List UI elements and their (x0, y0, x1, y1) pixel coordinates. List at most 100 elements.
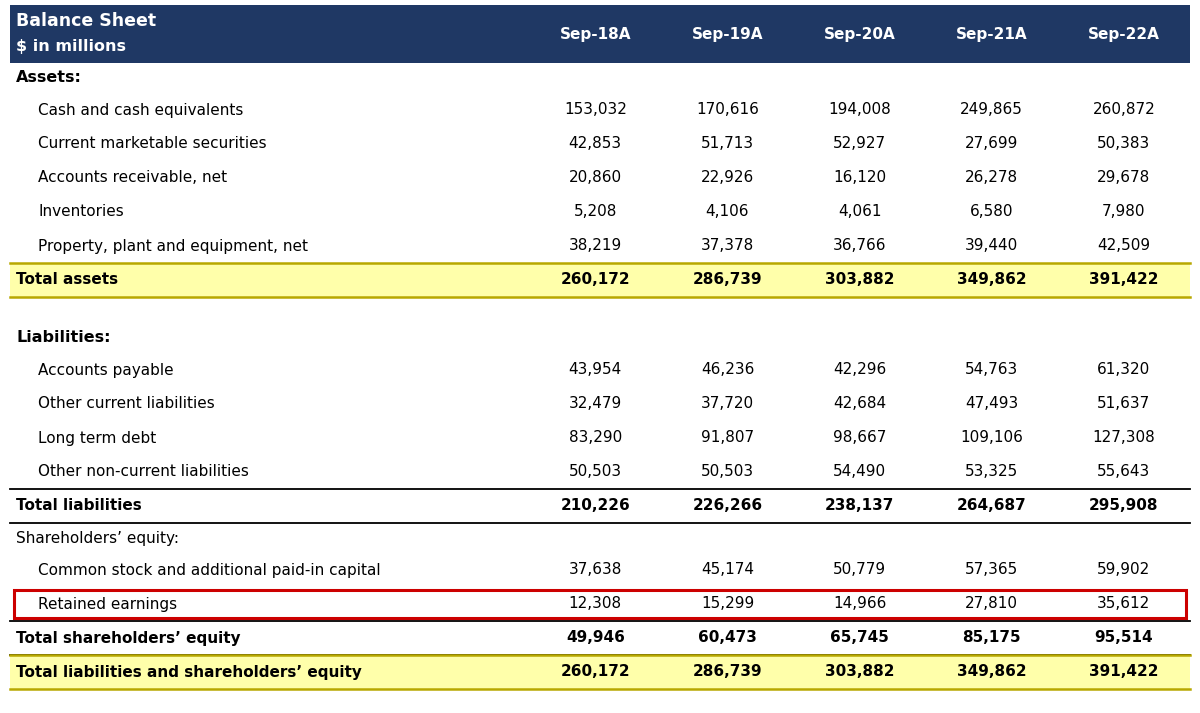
Text: 50,383: 50,383 (1097, 136, 1151, 151)
Text: Accounts receivable, net: Accounts receivable, net (38, 170, 227, 185)
Text: 391,422: 391,422 (1090, 665, 1159, 679)
Text: 5,208: 5,208 (574, 205, 617, 220)
Text: 349,862: 349,862 (956, 665, 1026, 679)
Text: 260,172: 260,172 (560, 665, 630, 679)
Text: 95,514: 95,514 (1094, 630, 1153, 645)
Text: 39,440: 39,440 (965, 239, 1019, 254)
Text: 127,308: 127,308 (1092, 431, 1156, 446)
Text: 226,266: 226,266 (692, 498, 762, 513)
Bar (10, 5, 1190, 63)
Text: Shareholders’ equity:: Shareholders’ equity: (16, 530, 179, 545)
Text: 91,807: 91,807 (701, 431, 754, 446)
Text: 249,865: 249,865 (960, 103, 1024, 118)
Bar (14, 590, 1186, 618)
Text: Total shareholders’ equity: Total shareholders’ equity (16, 630, 241, 645)
Text: 47,493: 47,493 (965, 396, 1019, 411)
Text: 42,684: 42,684 (833, 396, 886, 411)
Text: 29,678: 29,678 (1097, 170, 1151, 185)
Text: 260,172: 260,172 (560, 272, 630, 287)
Text: 303,882: 303,882 (824, 272, 894, 287)
Text: 260,872: 260,872 (1092, 103, 1156, 118)
Text: 38,219: 38,219 (569, 239, 622, 254)
Text: Assets:: Assets: (16, 71, 82, 86)
Text: 83,290: 83,290 (569, 431, 622, 446)
Text: Retained earnings: Retained earnings (38, 597, 178, 612)
Text: 295,908: 295,908 (1090, 498, 1159, 513)
Text: 27,699: 27,699 (965, 136, 1019, 151)
Text: 54,763: 54,763 (965, 362, 1019, 377)
Text: 26,278: 26,278 (965, 170, 1019, 185)
Text: Sep-22A: Sep-22A (1088, 26, 1160, 41)
Text: Total assets: Total assets (16, 272, 118, 287)
Text: 37,720: 37,720 (701, 396, 754, 411)
Text: 210,226: 210,226 (560, 498, 630, 513)
Text: 286,739: 286,739 (692, 665, 762, 679)
Text: $ in millions: $ in millions (16, 39, 126, 54)
Text: Liabilities:: Liabilities: (16, 331, 110, 346)
Text: 14,966: 14,966 (833, 597, 887, 612)
Text: 60,473: 60,473 (698, 630, 757, 645)
Text: 51,713: 51,713 (701, 136, 754, 151)
Text: 12,308: 12,308 (569, 597, 622, 612)
Text: 303,882: 303,882 (824, 665, 894, 679)
Text: Property, plant and equipment, net: Property, plant and equipment, net (38, 239, 308, 254)
Text: Sep-19A: Sep-19A (691, 26, 763, 41)
Text: Other current liabilities: Other current liabilities (38, 396, 215, 411)
Text: 59,902: 59,902 (1097, 563, 1151, 578)
Text: Other non-current liabilities: Other non-current liabilities (38, 464, 248, 480)
Text: 391,422: 391,422 (1090, 272, 1159, 287)
Text: 42,509: 42,509 (1097, 239, 1151, 254)
Text: Inventories: Inventories (38, 205, 124, 220)
Text: 52,927: 52,927 (833, 136, 886, 151)
Text: 264,687: 264,687 (956, 498, 1027, 513)
Text: 50,503: 50,503 (701, 464, 754, 480)
Text: 85,175: 85,175 (962, 630, 1021, 645)
Text: 170,616: 170,616 (696, 103, 758, 118)
Text: Current marketable securities: Current marketable securities (38, 136, 266, 151)
Text: Common stock and additional paid-in capital: Common stock and additional paid-in capi… (38, 563, 380, 578)
Text: 42,853: 42,853 (569, 136, 622, 151)
Text: 36,766: 36,766 (833, 239, 887, 254)
Text: Balance Sheet: Balance Sheet (16, 12, 156, 30)
Text: Total liabilities and shareholders’ equity: Total liabilities and shareholders’ equi… (16, 665, 362, 679)
Text: 4,061: 4,061 (838, 205, 881, 220)
Text: 349,862: 349,862 (956, 272, 1026, 287)
Text: 16,120: 16,120 (833, 170, 886, 185)
Text: 50,503: 50,503 (569, 464, 622, 480)
Text: 37,638: 37,638 (569, 563, 622, 578)
Text: 98,667: 98,667 (833, 431, 887, 446)
Text: 286,739: 286,739 (692, 272, 762, 287)
Text: Sep-20A: Sep-20A (823, 26, 895, 41)
Text: 4,106: 4,106 (706, 205, 749, 220)
Text: 65,745: 65,745 (830, 630, 889, 645)
Text: Sep-18A: Sep-18A (559, 26, 631, 41)
Text: 194,008: 194,008 (828, 103, 890, 118)
Text: 61,320: 61,320 (1097, 362, 1151, 377)
Text: 49,946: 49,946 (566, 630, 625, 645)
Text: 53,325: 53,325 (965, 464, 1019, 480)
Text: 42,296: 42,296 (833, 362, 887, 377)
Text: 55,643: 55,643 (1097, 464, 1151, 480)
Bar (10, 263, 1190, 297)
Text: 27,810: 27,810 (965, 597, 1019, 612)
Bar (10, 655, 1190, 689)
Text: 6,580: 6,580 (970, 205, 1014, 220)
Text: 57,365: 57,365 (965, 563, 1019, 578)
Text: 54,490: 54,490 (833, 464, 886, 480)
Text: Long term debt: Long term debt (38, 431, 156, 446)
Text: 32,479: 32,479 (569, 396, 622, 411)
Text: 15,299: 15,299 (701, 597, 754, 612)
Text: 46,236: 46,236 (701, 362, 754, 377)
Text: 45,174: 45,174 (701, 563, 754, 578)
Text: 37,378: 37,378 (701, 239, 754, 254)
Text: 109,106: 109,106 (960, 431, 1024, 446)
Text: 238,137: 238,137 (824, 498, 894, 513)
Text: Accounts payable: Accounts payable (38, 362, 174, 377)
Text: 51,637: 51,637 (1097, 396, 1151, 411)
Text: 153,032: 153,032 (564, 103, 626, 118)
Text: Total liabilities: Total liabilities (16, 498, 142, 513)
Text: Cash and cash equivalents: Cash and cash equivalents (38, 103, 244, 118)
Text: 50,779: 50,779 (833, 563, 886, 578)
Text: 35,612: 35,612 (1097, 597, 1151, 612)
Text: 43,954: 43,954 (569, 362, 622, 377)
